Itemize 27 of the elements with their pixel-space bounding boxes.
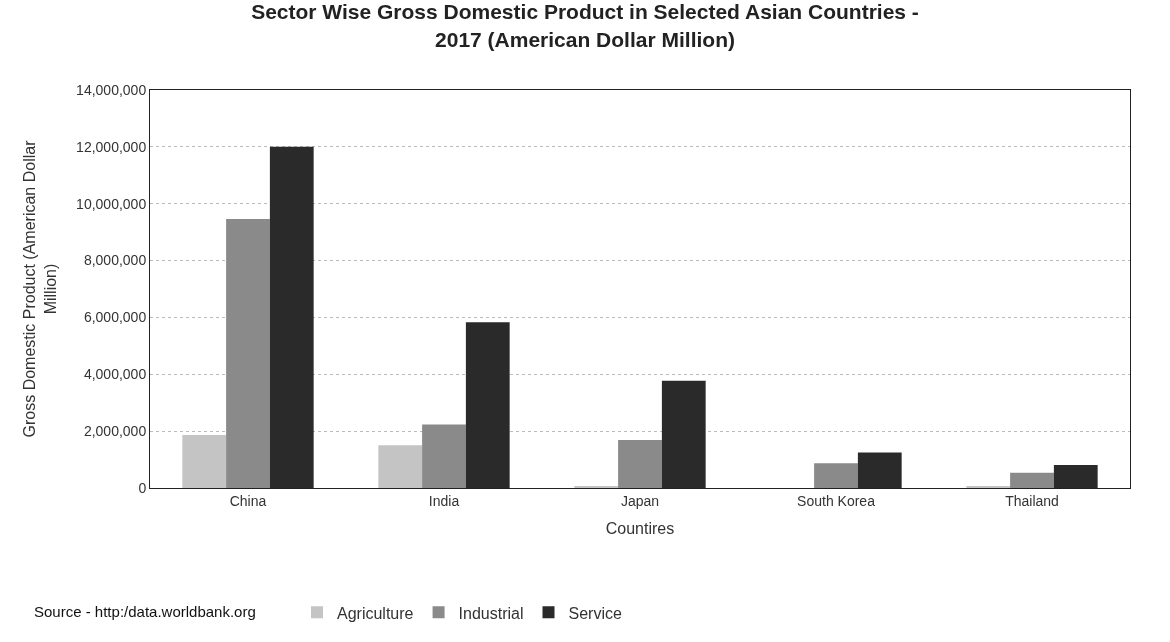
bar [378, 445, 423, 488]
y-tick-label: 14,000,000 [76, 81, 147, 98]
y-tick-label: 8,000,000 [83, 252, 147, 269]
x-axis-title: Countires [605, 520, 675, 538]
y-axis-title: Gross Domestic Product (American Dollar Million) [21, 139, 60, 438]
bar [226, 219, 270, 488]
y-tick-label: 6,000,000 [83, 309, 147, 326]
legend-label: Agriculture [337, 604, 414, 622]
x-tick-label: Thailand [1005, 492, 1059, 509]
y-tick-label: 0 [138, 479, 147, 496]
bar [422, 424, 466, 488]
bar [182, 435, 227, 488]
x-tick-label: South Korea [797, 492, 876, 509]
x-tick-label: Japan [620, 492, 660, 509]
bar [814, 463, 858, 488]
legend-label: Service [568, 604, 622, 622]
chart-title: Sector Wise Gross Domestic Product in Selected Asian Countries - 2017 (American Dollar Million) [251, 0, 919, 51]
bar [1010, 472, 1054, 488]
y-tick-label: 4,000,000 [83, 366, 147, 383]
y-tick-label: 12,000,000 [76, 138, 147, 155]
bar [618, 439, 662, 488]
y-tick-label: 2,000,000 [83, 423, 147, 440]
y-tick-label: 10,000,000 [76, 195, 147, 212]
x-tick-label: China [229, 492, 267, 509]
legend-label: Industrial [458, 604, 524, 622]
x-tick-label: India [428, 492, 460, 509]
source-note: Source - http:/data.worldbank.org [34, 603, 256, 620]
